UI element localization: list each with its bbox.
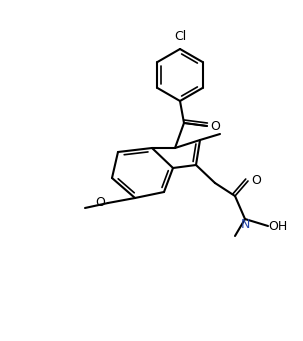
- Text: O: O: [95, 196, 105, 209]
- Text: Cl: Cl: [174, 30, 186, 44]
- Text: OH: OH: [268, 220, 288, 233]
- Text: O: O: [210, 119, 220, 133]
- Text: N: N: [240, 218, 250, 231]
- Text: O: O: [251, 175, 261, 188]
